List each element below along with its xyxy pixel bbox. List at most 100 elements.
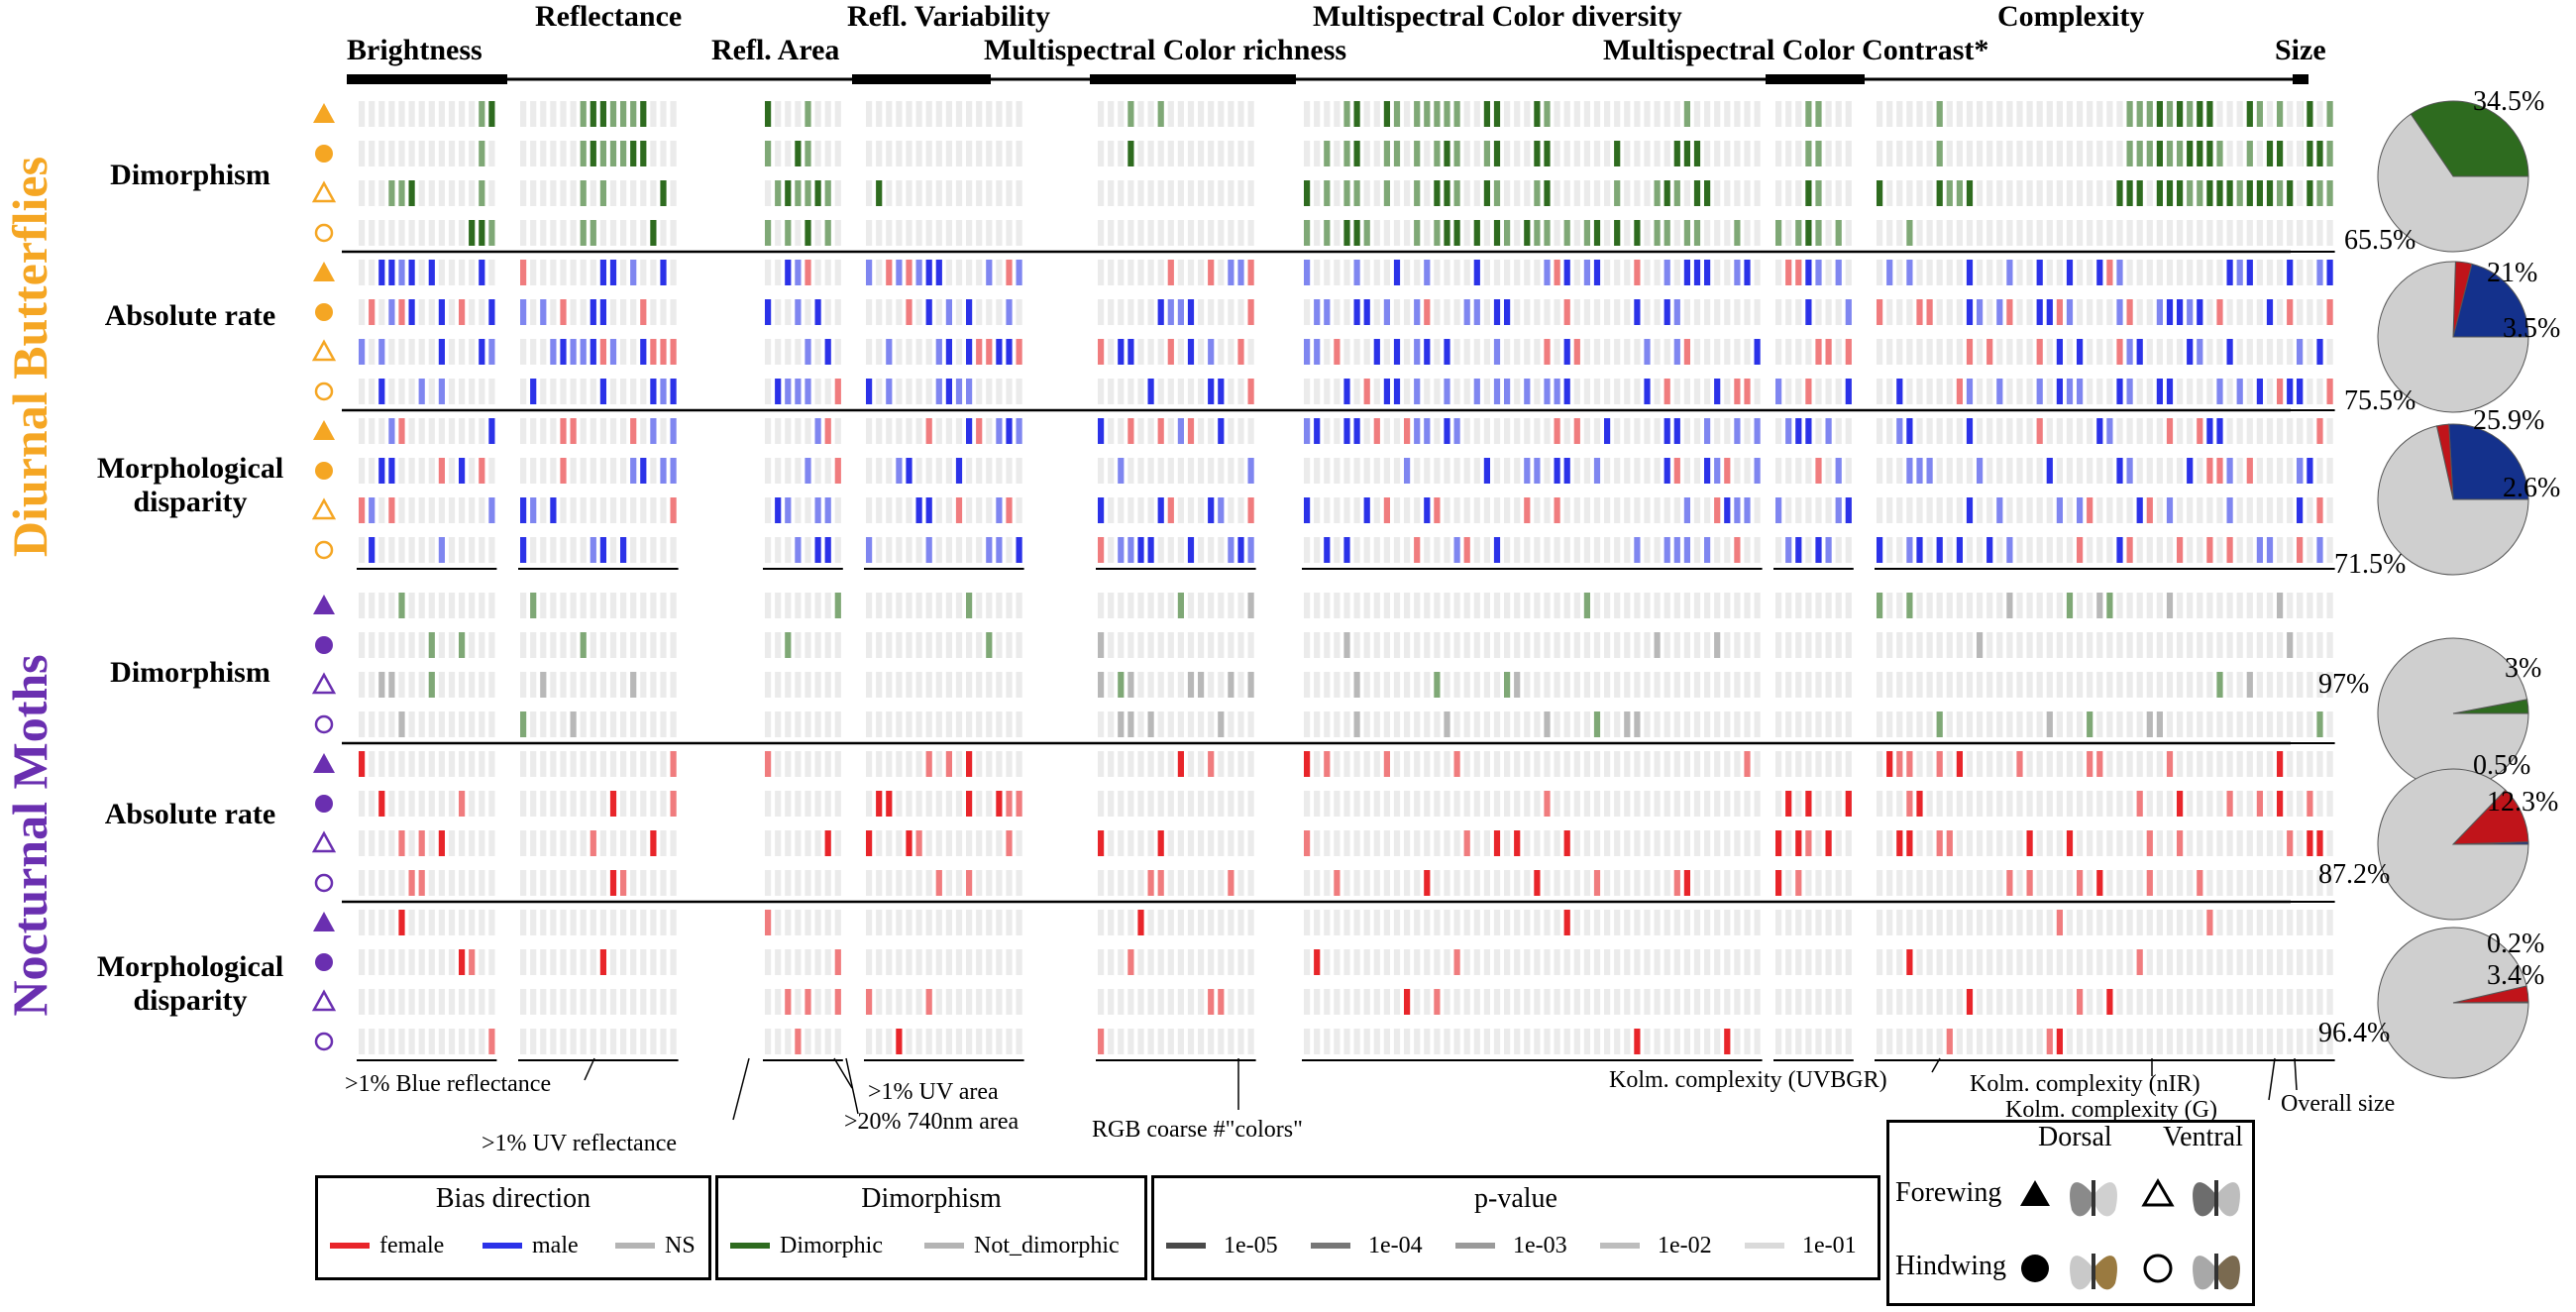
heatmap-cell (599, 910, 606, 935)
heatmap-cell (1098, 101, 1105, 127)
heatmap-cell (2096, 830, 2103, 856)
heatmap-cell (388, 101, 395, 127)
heatmap-cell (1614, 632, 1621, 658)
heatmap-cell (1845, 101, 1852, 127)
heatmap-cell (876, 497, 883, 523)
heatmap-cell (1614, 260, 1621, 285)
heatmap-cell (1614, 949, 1621, 975)
heatmap-cell (775, 632, 782, 658)
heatmap-cell (1845, 497, 1852, 523)
heatmap-cell (976, 989, 983, 1015)
heatmap-cell (1177, 537, 1184, 563)
heatmap-cell (1936, 299, 1943, 325)
heatmap-cell (1393, 260, 1401, 285)
heatmap-cell (1734, 791, 1741, 817)
heatmap-cell (2136, 458, 2143, 484)
heatmap-cell (1654, 1029, 1661, 1054)
heatmap-cell (1334, 180, 1341, 206)
heatmap-cell (1583, 672, 1590, 698)
heatmap-cell (1198, 711, 1205, 737)
heatmap-cell (580, 830, 587, 856)
heatmap-cell (2036, 379, 2043, 404)
heatmap-cell (2307, 180, 2313, 206)
heatmap-cell (2316, 1029, 2323, 1054)
heatmap-cell (896, 989, 903, 1015)
heatmap-cell (1118, 260, 1125, 285)
heatmap-cell (1754, 101, 1761, 127)
heatmap-cell (1624, 180, 1631, 206)
heatmap-cell (640, 418, 647, 444)
heatmap-cell (1644, 260, 1651, 285)
heatmap-cell (550, 141, 557, 166)
heatmap-cell (1218, 1029, 1225, 1054)
heatmap-cell (1886, 870, 1893, 896)
heatmap-cell (1604, 418, 1611, 444)
heatmap-cell (540, 180, 547, 206)
heatmap-cell (876, 1029, 883, 1054)
heatmap-cell (866, 672, 873, 698)
heatmap-cell (2166, 537, 2174, 563)
heatmap-cell (1896, 870, 1903, 896)
heatmap-cell (1434, 379, 1441, 404)
heatmap-cell (630, 260, 637, 285)
heatmap-cell (1363, 1029, 1370, 1054)
heatmap-cell (2246, 830, 2253, 856)
heatmap-cell (2266, 141, 2274, 166)
heatmap-cell (1208, 458, 1215, 484)
heatmap-cell (1604, 593, 1611, 618)
heatmap-cell (378, 141, 385, 166)
heatmap-cell (1127, 870, 1134, 896)
heatmap-cell (1304, 101, 1311, 127)
heatmap-cell (1373, 672, 1380, 698)
heatmap-cell (590, 180, 596, 206)
heatmap-cell (2126, 949, 2133, 975)
heatmap-cell (1936, 751, 1943, 777)
heatmap-cell (1966, 141, 1974, 166)
heatmap-cell (580, 949, 587, 975)
heatmap-cell (1473, 458, 1480, 484)
heatmap-cell (814, 418, 821, 444)
heatmap-cell (1825, 751, 1832, 777)
heatmap-cell (1926, 497, 1933, 523)
heatmap-cell (1504, 497, 1511, 523)
heatmap-cell (1916, 711, 1923, 737)
heatmap-cell (1157, 220, 1164, 246)
heatmap-cell (1815, 1029, 1822, 1054)
heatmap-cell (765, 593, 772, 618)
heatmap-cell (1353, 497, 1360, 523)
heatmap-cell (1343, 593, 1350, 618)
heatmap-cell (1127, 458, 1134, 484)
legend-dimorphism-title: Dimorphism (861, 1183, 1002, 1214)
heatmap-cell (1825, 672, 1832, 698)
heatmap-cell (2307, 711, 2313, 737)
heatmap-cell (1664, 989, 1670, 1015)
heatmap-cell (2066, 949, 2074, 975)
heatmap-cell (1775, 910, 1782, 935)
heatmap-cell (1187, 910, 1195, 935)
heatmap-cell (2126, 537, 2133, 563)
heatmap-cell (2106, 458, 2113, 484)
heatmap-cell (1966, 220, 1974, 246)
heatmap-cell (1463, 418, 1470, 444)
heatmap-cell (2206, 870, 2213, 896)
heatmap-cell (906, 497, 912, 523)
heatmap-cell (2206, 101, 2213, 127)
heatmap-cell (1634, 989, 1641, 1015)
heatmap-cell (650, 830, 657, 856)
heatmap-cell (530, 989, 537, 1015)
heatmap-cell (2187, 791, 2194, 817)
heatmap-cell (1946, 830, 1953, 856)
heatmap-cell (1237, 949, 1244, 975)
heatmap-cell (2136, 751, 2143, 777)
heatmap-cell (2136, 299, 2143, 325)
heatmap-cell (448, 672, 456, 698)
heatmap-cell (1424, 299, 1431, 325)
heatmap-cell (438, 910, 445, 935)
heatmap-cell (2277, 632, 2284, 658)
heatmap-cell (1098, 830, 1105, 856)
heatmap-cell (1118, 537, 1125, 563)
heatmap-cell (459, 220, 466, 246)
heatmap-cell (2096, 497, 2103, 523)
heatmap-cell (459, 260, 466, 285)
heatmap-cell (1108, 339, 1115, 365)
